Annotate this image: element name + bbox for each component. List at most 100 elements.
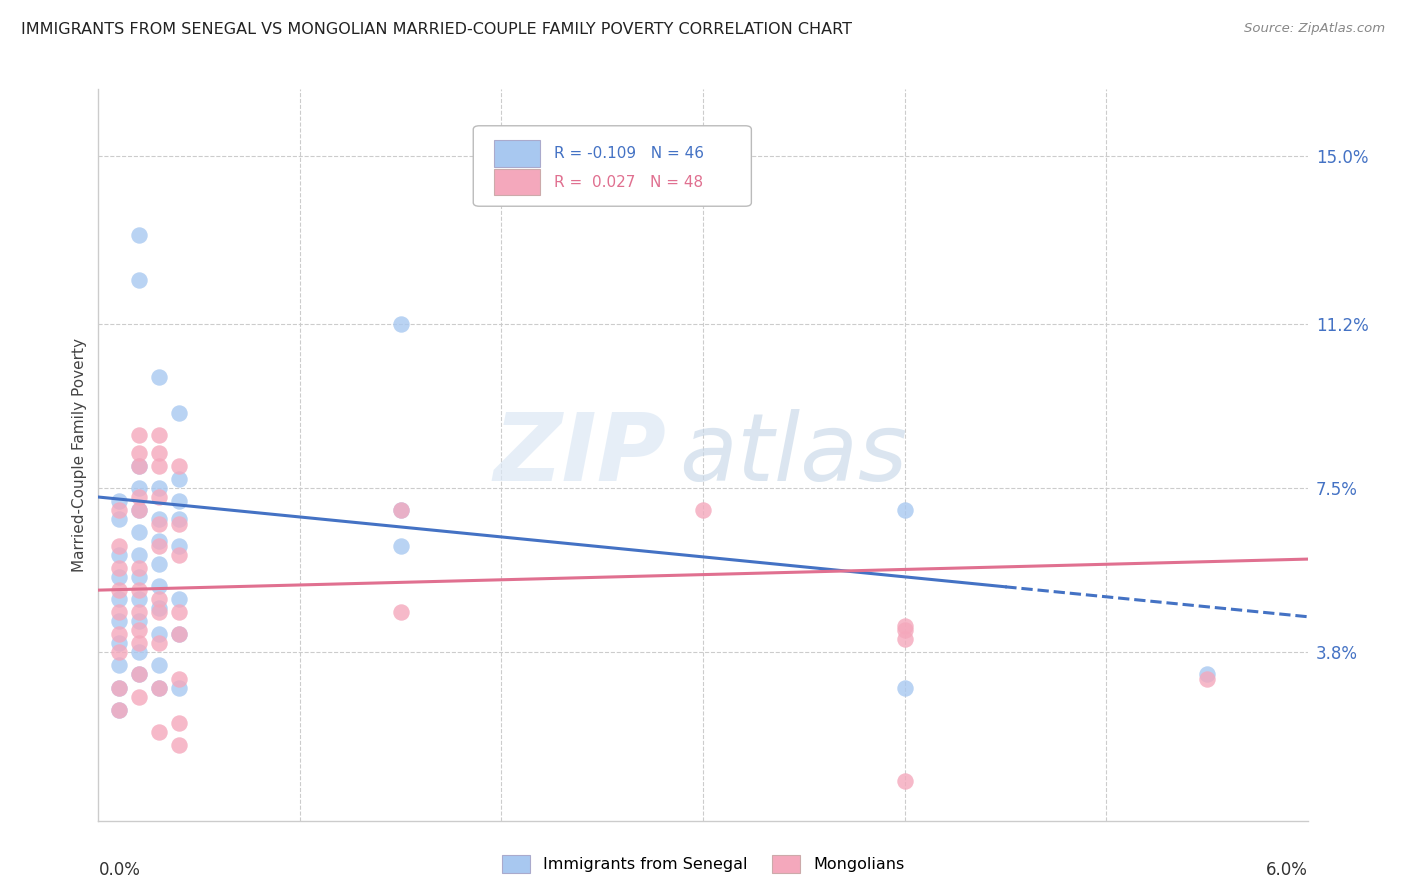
Point	[148, 539, 170, 553]
Point	[107, 658, 129, 673]
Point	[128, 273, 150, 287]
Point	[107, 703, 129, 717]
Point	[107, 494, 129, 508]
Point	[148, 681, 170, 695]
Point	[128, 614, 150, 628]
Point	[389, 605, 412, 619]
Text: atlas: atlas	[679, 409, 907, 500]
Point	[128, 503, 150, 517]
Point	[148, 428, 170, 442]
Point	[128, 636, 150, 650]
Point	[893, 681, 915, 695]
Point	[167, 494, 190, 508]
Point	[167, 627, 190, 641]
Point	[167, 406, 190, 420]
Point	[128, 690, 150, 704]
Point	[107, 561, 129, 575]
Text: 6.0%: 6.0%	[1265, 861, 1308, 879]
Point	[128, 503, 150, 517]
Point	[128, 570, 150, 584]
Point	[389, 317, 412, 331]
Bar	[494, 140, 540, 167]
Point	[148, 725, 170, 739]
Point	[107, 570, 129, 584]
Point	[128, 458, 150, 473]
Point	[389, 503, 412, 517]
Text: IMMIGRANTS FROM SENEGAL VS MONGOLIAN MARRIED-COUPLE FAMILY POVERTY CORRELATION C: IMMIGRANTS FROM SENEGAL VS MONGOLIAN MAR…	[21, 22, 852, 37]
Point	[107, 605, 129, 619]
Point	[167, 592, 190, 607]
Point	[167, 672, 190, 686]
Point	[128, 525, 150, 540]
Point	[128, 428, 150, 442]
Point	[167, 681, 190, 695]
Point	[128, 228, 150, 243]
Point	[128, 645, 150, 659]
Point	[148, 636, 170, 650]
Point	[128, 623, 150, 637]
Point	[389, 503, 412, 517]
Point	[167, 472, 190, 486]
Point	[893, 773, 915, 788]
Point	[107, 614, 129, 628]
Point	[148, 627, 170, 641]
Point	[107, 512, 129, 526]
Bar	[494, 169, 540, 195]
Point	[128, 605, 150, 619]
Point	[128, 481, 150, 495]
Point	[893, 503, 915, 517]
Point	[167, 548, 190, 562]
Point	[107, 681, 129, 695]
Point	[893, 632, 915, 646]
Point	[148, 458, 170, 473]
Point	[389, 539, 412, 553]
Point	[1195, 667, 1218, 681]
Point	[167, 512, 190, 526]
Point	[107, 627, 129, 641]
Point	[148, 605, 170, 619]
Point	[128, 592, 150, 607]
Point	[148, 534, 170, 549]
Point	[167, 516, 190, 531]
Point	[893, 618, 915, 632]
Point	[148, 490, 170, 504]
Point	[128, 458, 150, 473]
Point	[167, 458, 190, 473]
Point	[148, 557, 170, 571]
Point	[148, 512, 170, 526]
Point	[128, 583, 150, 598]
Point	[893, 623, 915, 637]
Point	[107, 681, 129, 695]
Point	[107, 539, 129, 553]
Point	[1195, 672, 1218, 686]
Point	[148, 658, 170, 673]
Point	[167, 716, 190, 731]
Point	[107, 583, 129, 598]
Point	[128, 561, 150, 575]
Point	[148, 481, 170, 495]
Point	[128, 446, 150, 460]
FancyBboxPatch shape	[474, 126, 751, 206]
Point	[148, 579, 170, 593]
Point	[107, 592, 129, 607]
Point	[167, 627, 190, 641]
Text: 0.0%: 0.0%	[98, 861, 141, 879]
Text: R =  0.027   N = 48: R = 0.027 N = 48	[554, 175, 703, 190]
Point	[167, 605, 190, 619]
Y-axis label: Married-Couple Family Poverty: Married-Couple Family Poverty	[72, 338, 87, 572]
Point	[148, 592, 170, 607]
Point	[148, 446, 170, 460]
Point	[167, 539, 190, 553]
Text: Source: ZipAtlas.com: Source: ZipAtlas.com	[1244, 22, 1385, 36]
Point	[148, 681, 170, 695]
Point	[128, 667, 150, 681]
Point	[107, 645, 129, 659]
Point	[128, 667, 150, 681]
Text: R = -0.109   N = 46: R = -0.109 N = 46	[554, 146, 704, 161]
Point	[148, 516, 170, 531]
Point	[128, 490, 150, 504]
Text: ZIP: ZIP	[494, 409, 666, 501]
Point	[128, 548, 150, 562]
Point	[107, 703, 129, 717]
Point	[148, 600, 170, 615]
